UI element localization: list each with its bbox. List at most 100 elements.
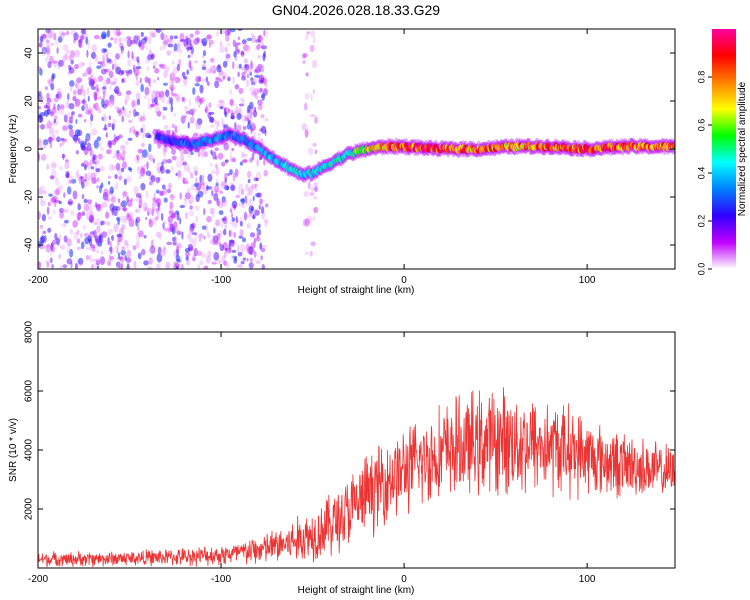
snr-x-tick-label: 100 [579, 574, 596, 585]
spectrogram-noise-cell [58, 166, 63, 171]
spectrogram-noise-cell [100, 62, 104, 67]
spectrogram-noise-cell [111, 165, 117, 170]
spectrogram-noise-cell [230, 115, 235, 120]
spectrogram-noise-cell [160, 165, 163, 171]
spectrogram-noise-cell [255, 67, 260, 75]
spectrogram-noise-cell [129, 167, 133, 172]
spectrogram-noise-cell [304, 251, 309, 255]
spectrogram-noise-cell [248, 68, 252, 75]
spectrogram-noise-cell [108, 247, 115, 254]
spectrogram-noise-cell [152, 90, 158, 95]
spectrogram-noise-cell [233, 231, 236, 238]
spectrogram-noise-cell [224, 33, 230, 42]
spectrogram-noise-cell [45, 29, 51, 34]
spectrogram-noise-cell [66, 238, 72, 247]
spectrogram-noise-cell [63, 114, 68, 123]
spectrogram-noise-cell [258, 74, 265, 84]
spectrogram-noise-cell [246, 123, 252, 130]
spectrogram-noise-cell [75, 119, 78, 124]
spectrogram-noise-cell [83, 119, 87, 123]
spectrogram-noise-cell [101, 231, 108, 238]
spectrogram-noise-cell [78, 34, 84, 40]
spectrogram-noise-cell [165, 129, 171, 135]
spectrogram-noise-cell [241, 71, 246, 78]
spectrogram-noise-cell [163, 197, 168, 203]
spectrogram-noise-cell [179, 39, 186, 43]
spectrogram-noise-cell [245, 185, 249, 192]
spectrogram-noise-cell [128, 211, 134, 220]
spectrogram-noise-cell [41, 213, 47, 222]
spectrogram-noise-cell [146, 266, 153, 269]
spectrogram-noise-cell [255, 67, 260, 73]
spectrogram-noise-cell [144, 86, 150, 96]
spectrogram-noise-cell [229, 205, 234, 210]
spectrogram-noise-cell [88, 214, 95, 223]
spectrogram-noise-cell [247, 170, 252, 179]
spectrogram-noise-cell [155, 176, 160, 184]
spectrogram-noise-cell [250, 183, 257, 190]
spectrogram-signal-cell [672, 143, 675, 150]
spectrogram-noise-cell [152, 60, 158, 66]
spectrogram-noise-cell [198, 104, 201, 108]
spectrogram-noise-cell [158, 177, 161, 181]
spectrogram-noise-cell [50, 82, 55, 91]
spectrogram-noise-cell [183, 181, 189, 185]
spectrogram-noise-cell [192, 132, 199, 137]
spectrogram-noise-cell [38, 124, 43, 129]
spectrogram-noise-cell [110, 245, 113, 255]
spectrogram-noise-cell [241, 197, 246, 205]
spectrogram-noise-cell [195, 120, 202, 130]
spectrogram-noise-cell [171, 155, 177, 161]
spectrogram-noise-cell [165, 89, 170, 98]
spectrogram-noise-cell [154, 198, 161, 202]
spectrogram-noise-cell [53, 103, 56, 110]
spectrogram-noise-cell [246, 258, 249, 262]
spectrogram-noise-cell [169, 193, 175, 201]
spectrogram-noise-cell [248, 262, 254, 269]
spectrogram-noise-cell [91, 44, 98, 53]
spectrogram-noise-cell [67, 112, 71, 119]
spectrogram-noise-cell [51, 107, 57, 115]
spectrogram-noise-cell [113, 223, 119, 233]
spectrogram-noise-cell [52, 60, 58, 64]
spectrogram-noise-cell [237, 36, 240, 41]
spectrogram-noise-cell [44, 259, 51, 264]
spectrogram-noise-cell [231, 217, 236, 222]
spectrogram-noise-cell [205, 255, 211, 264]
spectrogram-noise-cell [59, 211, 64, 219]
spectrogram-noise-cell [50, 61, 53, 64]
spectrogram-noise-cell [255, 171, 262, 180]
spectrogram-noise-cell [120, 50, 124, 54]
spectrogram-noise-cell [224, 107, 230, 115]
spectrogram-noise-cell [234, 84, 240, 90]
spectrogram-noise-cell [101, 68, 107, 75]
spectrogram-noise-cell [91, 264, 94, 269]
spectrogram-noise-cell [139, 167, 146, 177]
spectrogram-noise-cell [208, 102, 212, 108]
spectrogram-noise-cell [56, 136, 61, 143]
spectrogram-noise-cell [120, 224, 125, 234]
spectrogram-noise-cell [142, 111, 145, 121]
spectrogram-noise-cell [246, 37, 252, 42]
spectrogram-noise-cell [89, 254, 92, 263]
spectrogram-noise-cell [154, 199, 159, 204]
spectrogram-noise-cell [55, 106, 62, 115]
spectrogram-noise-cell [124, 239, 128, 246]
spectrogram-noise-cell [92, 263, 97, 269]
spectrogram-noise-cell [146, 161, 149, 170]
spectrogram-noise-cell [177, 169, 182, 178]
spectrogram-noise-cell [160, 64, 166, 70]
spectrogram-noise-cell [237, 48, 240, 54]
spectrogram-noise-cell [131, 100, 136, 108]
spectrogram-noise-cell [116, 150, 120, 154]
spectrogram-noise-cell [165, 66, 170, 72]
spectrogram-noise-cell [46, 97, 52, 103]
spectrogram-noise-cell [84, 173, 88, 180]
spectrogram-noise-cell [309, 250, 313, 257]
spectrogram-noise-cell [112, 155, 116, 159]
spectrogram-noise-cell [109, 241, 112, 247]
spectrogram-noise-cell [163, 220, 167, 224]
spectrogram-noise-cell [202, 37, 208, 47]
spectrogram-noise-cell [242, 126, 247, 130]
